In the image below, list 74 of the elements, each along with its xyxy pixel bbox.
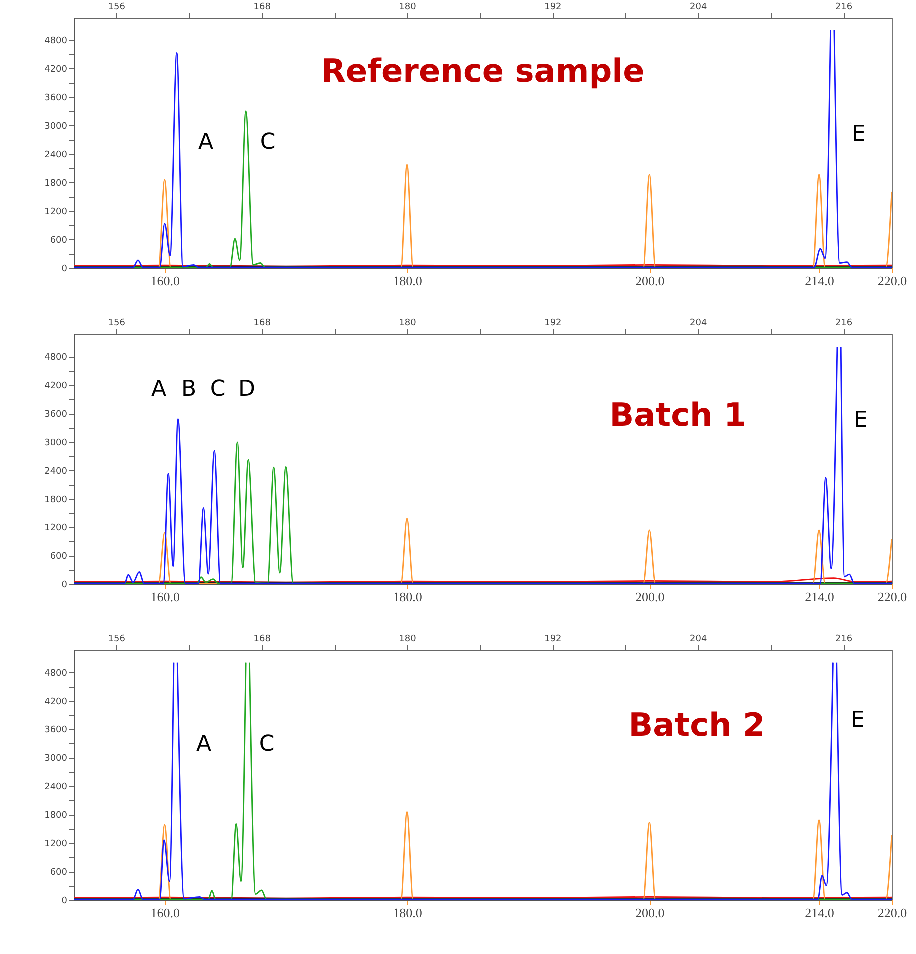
annotation: E xyxy=(854,408,868,433)
annotation: C xyxy=(210,377,226,402)
y-tick-label: 4200 xyxy=(44,382,68,392)
y-tick-label: 3000 xyxy=(44,438,68,448)
annotation: B xyxy=(181,377,197,402)
x-tick-label: 220.0 xyxy=(878,274,908,288)
x-tick-label: 160.0 xyxy=(150,274,180,288)
y-tick-label: 4200 xyxy=(44,697,68,708)
y-tick-label: 3600 xyxy=(44,410,68,420)
y-tick-label: 4800 xyxy=(44,668,68,679)
annotation: A xyxy=(151,377,167,402)
x-tick-label: 160.0 xyxy=(150,906,180,920)
annotation: E xyxy=(852,122,866,147)
y-tick-label: 1200 xyxy=(44,524,68,534)
y-tick-label: 0 xyxy=(62,896,68,906)
x2-tick-label: 180 xyxy=(399,2,417,12)
x2-tick-label: 156 xyxy=(108,318,126,328)
x2-tick-label: 216 xyxy=(835,318,853,328)
x2-tick-label: 204 xyxy=(690,318,708,328)
annotation: E xyxy=(851,708,865,733)
x-tick-label: 200.0 xyxy=(636,906,665,920)
x2-tick-label: 156 xyxy=(108,634,126,644)
annotation: A xyxy=(198,130,214,155)
annotation: C xyxy=(259,732,275,757)
x2-tick-label: 168 xyxy=(254,2,272,12)
y-tick-label: 1200 xyxy=(44,207,68,218)
x-tick-label: 220.0 xyxy=(878,906,908,920)
y-tick-label: 600 xyxy=(50,552,68,562)
text: Batch 1 xyxy=(610,396,746,434)
annotation: C xyxy=(260,130,276,155)
y-tick-label: 2400 xyxy=(44,150,68,160)
x2-tick-label: 168 xyxy=(254,318,272,328)
x-tick-label: 180.0 xyxy=(393,590,422,604)
y-tick-label: 1800 xyxy=(44,811,68,822)
x2-tick-label: 192 xyxy=(544,318,562,328)
x2-tick-label: 216 xyxy=(835,2,853,12)
x-tick-label: 160.0 xyxy=(150,590,180,604)
annotation: A xyxy=(196,732,212,757)
x2-tick-label: 204 xyxy=(690,2,708,12)
x2-tick-label: 168 xyxy=(254,634,272,644)
text: Reference sample xyxy=(321,52,645,90)
y-tick-label: 3000 xyxy=(44,754,68,764)
x2-tick-label: 192 xyxy=(544,2,562,12)
x2-tick-label: 180 xyxy=(399,318,417,328)
x2-tick-label: 192 xyxy=(544,634,562,644)
y-tick-label: 1800 xyxy=(44,178,68,189)
y-tick-label: 4800 xyxy=(44,353,68,364)
x2-tick-label: 216 xyxy=(835,634,853,644)
annotation: D xyxy=(238,377,256,402)
x-tick-label: 180.0 xyxy=(393,274,422,288)
x-tick-label: 214.0 xyxy=(805,274,834,288)
x-tick-label: 220.0 xyxy=(878,590,908,604)
y-tick-label: 0 xyxy=(62,264,68,274)
x-tick-label: 200.0 xyxy=(636,274,665,288)
x-tick-label: 214.0 xyxy=(805,906,834,920)
y-tick-label: 1800 xyxy=(44,495,68,506)
text: Batch 2 xyxy=(628,706,766,744)
y-tick-label: 3000 xyxy=(44,122,68,132)
x-tick-label: 214.0 xyxy=(805,590,834,604)
x-tick-label: 200.0 xyxy=(636,590,665,604)
y-tick-label: 3600 xyxy=(44,93,68,104)
y-tick-label: 600 xyxy=(50,868,68,878)
y-tick-label: 1200 xyxy=(44,840,68,850)
y-tick-label: 4200 xyxy=(44,64,68,75)
y-tick-label: 2400 xyxy=(44,782,68,793)
y-tick-label: 4800 xyxy=(44,36,68,46)
y-tick-label: 3600 xyxy=(44,726,68,736)
x2-tick-label: 204 xyxy=(690,634,708,644)
y-tick-label: 2400 xyxy=(44,466,68,477)
y-tick-label: 0 xyxy=(62,580,68,590)
x-tick-label: 180.0 xyxy=(393,906,422,920)
x2-tick-label: 156 xyxy=(108,2,126,12)
y-tick-label: 600 xyxy=(50,236,68,246)
x2-tick-label: 180 xyxy=(399,634,417,644)
